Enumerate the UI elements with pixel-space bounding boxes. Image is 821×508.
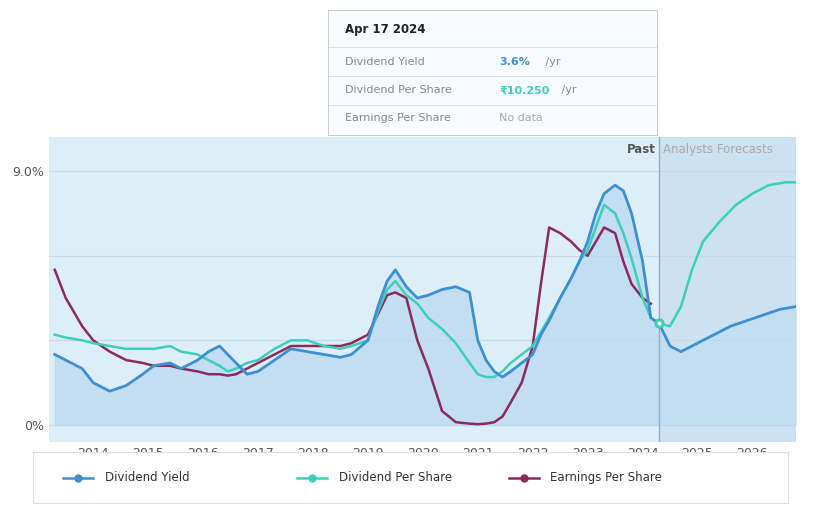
Text: Analysts Forecasts: Analysts Forecasts xyxy=(663,143,773,155)
Text: Dividend Yield: Dividend Yield xyxy=(345,57,424,67)
Text: Earnings Per Share: Earnings Per Share xyxy=(345,113,451,123)
Text: Dividend Per Share: Dividend Per Share xyxy=(345,85,452,96)
Text: /yr: /yr xyxy=(542,57,561,67)
Text: No data: No data xyxy=(499,113,543,123)
Text: Earnings Per Share: Earnings Per Share xyxy=(550,471,662,484)
Text: /yr: /yr xyxy=(558,85,577,96)
Text: ₹10.250: ₹10.250 xyxy=(499,85,549,96)
Bar xyxy=(659,137,796,442)
Text: Apr 17 2024: Apr 17 2024 xyxy=(345,22,425,36)
Text: Past: Past xyxy=(627,143,656,155)
Text: 3.6%: 3.6% xyxy=(499,57,530,67)
Text: Dividend Yield: Dividend Yield xyxy=(104,471,189,484)
Text: Dividend Per Share: Dividend Per Share xyxy=(339,471,452,484)
